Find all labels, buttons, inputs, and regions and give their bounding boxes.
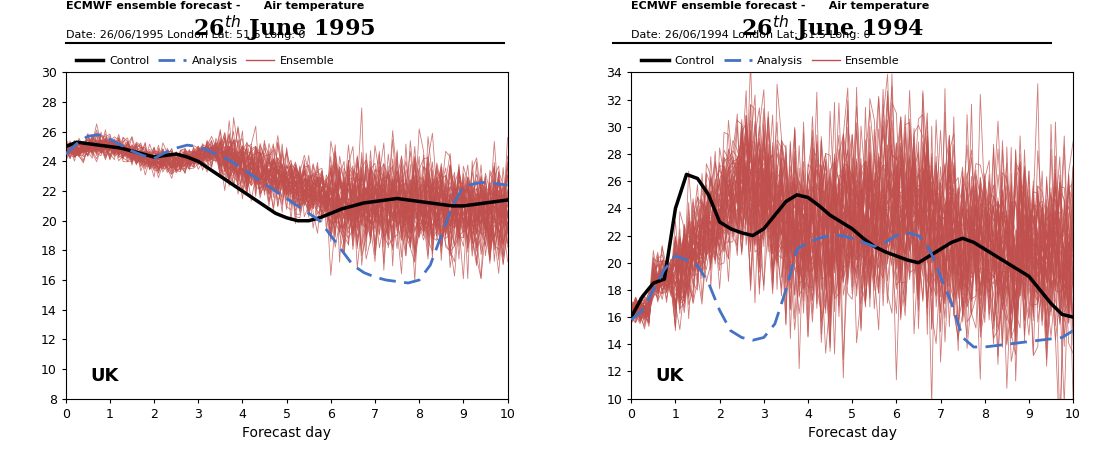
Legend: Control, Analysis, Ensemble: Control, Analysis, Ensemble <box>637 52 904 71</box>
Text: ECMWF ensemble forecast -      Air temperature: ECMWF ensemble forecast - Air temperatur… <box>631 1 930 11</box>
Text: UK: UK <box>656 367 684 385</box>
Text: ECMWF ensemble forecast -      Air temperature: ECMWF ensemble forecast - Air temperatur… <box>66 1 364 11</box>
Text: 26$^{th}$ June 1995: 26$^{th}$ June 1995 <box>194 14 376 44</box>
X-axis label: Forecast day: Forecast day <box>242 426 331 440</box>
Text: Date: 26/06/1995 London Lat: 51.5 Long: 0: Date: 26/06/1995 London Lat: 51.5 Long: … <box>66 30 306 40</box>
Text: 26$^{th}$ June 1994: 26$^{th}$ June 1994 <box>740 14 924 44</box>
Legend: Control, Analysis, Ensemble: Control, Analysis, Ensemble <box>71 52 338 71</box>
Text: UK: UK <box>90 367 118 385</box>
Text: Date: 26/06/1994 London Lat: 51.5 Long: 0: Date: 26/06/1994 London Lat: 51.5 Long: … <box>631 30 871 40</box>
X-axis label: Forecast day: Forecast day <box>808 426 897 440</box>
